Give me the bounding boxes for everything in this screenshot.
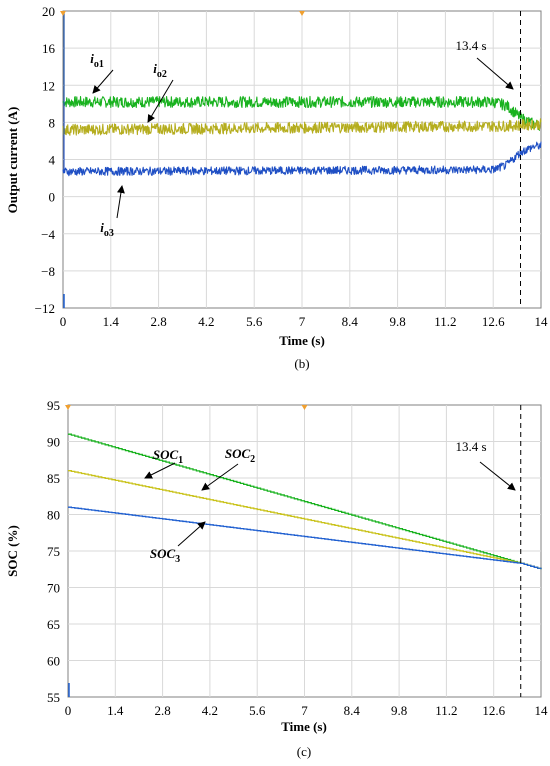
chart-b: 20 16 12 8 4 0 −4 −8 −12 0 1.4 2.8 4.2 5.6 7 8.4 9.8 11.… xyxy=(5,4,548,371)
y-tick-label: 55 xyxy=(47,690,60,705)
series-label-arrow xyxy=(92,69,114,94)
series-line-io2 xyxy=(62,11,542,136)
y-tick-label: 16 xyxy=(42,41,56,56)
chart-c-annotation: 13.4 s SOC1 SOC2 SOC3 xyxy=(65,405,522,697)
event-annotation-label: 13.4 s xyxy=(455,439,486,454)
x-tick-label: 12.6 xyxy=(482,314,505,329)
x-tick-label: 9.8 xyxy=(391,703,407,718)
x-tick-label: 1.4 xyxy=(107,703,124,718)
y-tick-label: −12 xyxy=(35,301,55,316)
x-tick-label: 12.6 xyxy=(482,703,505,718)
y-tick-label: 20 xyxy=(42,4,55,19)
chart-c-x-ticks: 0 1.4 2.8 4.2 5.6 7 8.4 9.8 11.2 12.6 14 xyxy=(65,703,548,718)
chart-c-y-ticks: 95 90 85 80 75 70 65 60 55 xyxy=(47,398,60,705)
y-tick-label: 65 xyxy=(47,617,60,632)
series-label-io3: io3 xyxy=(100,220,114,239)
y-tick-label: 95 xyxy=(47,398,60,413)
chart-c: 95 90 85 80 75 70 65 60 55 0 1.4 2.8 4.2 5.6 7 8.4 9.8 1… xyxy=(5,398,548,759)
y-tick-label: −8 xyxy=(41,264,55,279)
chart-c-x-axis-label: Time (s) xyxy=(281,719,327,734)
series-line-SOC1 xyxy=(68,433,542,570)
x-tick-label: 5.6 xyxy=(249,703,266,718)
trigger-marker xyxy=(301,405,308,410)
y-tick-label: 85 xyxy=(47,471,60,486)
y-tick-label: 12 xyxy=(42,78,55,93)
series-label-arrow xyxy=(116,185,125,219)
chart-c-grid xyxy=(68,405,541,697)
chart-b-x-axis-label: Time (s) xyxy=(279,333,325,348)
x-tick-label: 5.6 xyxy=(246,314,263,329)
x-tick-label: 2.8 xyxy=(154,703,170,718)
chart-b-y-axis-label: Output current (A) xyxy=(5,107,20,214)
x-tick-label: 2.8 xyxy=(150,314,166,329)
chart-b-x-ticks: 0 1.4 2.8 4.2 5.6 7 8.4 9.8 11.2 12.6 14 xyxy=(60,314,548,329)
x-tick-label: 9.8 xyxy=(389,314,405,329)
series-label-arrow xyxy=(147,79,174,123)
x-tick-label: 1.4 xyxy=(103,314,120,329)
x-tick-label: 14 xyxy=(535,703,549,718)
x-tick-label: 11.2 xyxy=(435,703,457,718)
y-tick-label: 80 xyxy=(47,508,60,523)
y-tick-label: 75 xyxy=(47,544,60,559)
series-label-SOC2: SOC2 xyxy=(225,446,255,465)
chart-c-series xyxy=(68,433,542,570)
y-tick-label: 8 xyxy=(49,115,56,130)
chart-b-grid xyxy=(63,11,541,308)
series-line-io1 xyxy=(62,11,542,131)
chart-b-panel-label: (b) xyxy=(294,356,309,371)
chart-c-panel-label: (c) xyxy=(297,744,311,759)
y-tick-label: 70 xyxy=(47,581,60,596)
y-tick-label: 90 xyxy=(47,435,60,450)
trigger-marker xyxy=(65,405,71,410)
trigger-marker xyxy=(299,11,305,16)
series-label-io2: io2 xyxy=(153,61,167,80)
x-tick-label: 7 xyxy=(299,314,306,329)
chart-b-series xyxy=(62,11,542,177)
event-annotation-label: 13.4 s xyxy=(455,38,486,53)
y-tick-label: 0 xyxy=(49,190,56,205)
chart-c-y-axis-label: SOC (%) xyxy=(5,525,20,577)
x-tick-label: 8.4 xyxy=(344,703,361,718)
x-tick-label: 8.4 xyxy=(342,314,359,329)
series-label-arrow xyxy=(201,463,239,491)
x-tick-label: 0 xyxy=(65,703,72,718)
chart-b-y-ticks: 20 16 12 8 4 0 −4 −8 −12 xyxy=(35,4,56,316)
chart-b-annotation: 13.4 s io1 io2 io3 xyxy=(60,11,522,308)
series-line-SOC2 xyxy=(68,470,542,570)
x-tick-label: 11.2 xyxy=(434,314,456,329)
event-annotation-arrow xyxy=(479,461,516,491)
series-label-SOC3: SOC3 xyxy=(150,546,180,565)
series-line-io3 xyxy=(62,11,542,177)
y-tick-label: 4 xyxy=(49,153,56,168)
series-label-arrow xyxy=(177,521,206,547)
series-line-SOC3 xyxy=(68,506,542,570)
x-tick-label: 14 xyxy=(535,314,549,329)
trigger-marker xyxy=(60,11,66,16)
series-label-io1: io1 xyxy=(90,51,104,70)
x-tick-label: 7 xyxy=(301,703,308,718)
x-tick-label: 4.2 xyxy=(198,314,214,329)
y-tick-label: 60 xyxy=(47,654,60,669)
y-tick-label: −4 xyxy=(41,227,55,242)
series-label-SOC1: SOC1 xyxy=(153,447,183,466)
x-tick-label: 0 xyxy=(60,314,67,329)
x-tick-label: 4.2 xyxy=(202,703,218,718)
event-annotation-arrow xyxy=(476,57,514,90)
series-label-arrow xyxy=(144,462,176,479)
